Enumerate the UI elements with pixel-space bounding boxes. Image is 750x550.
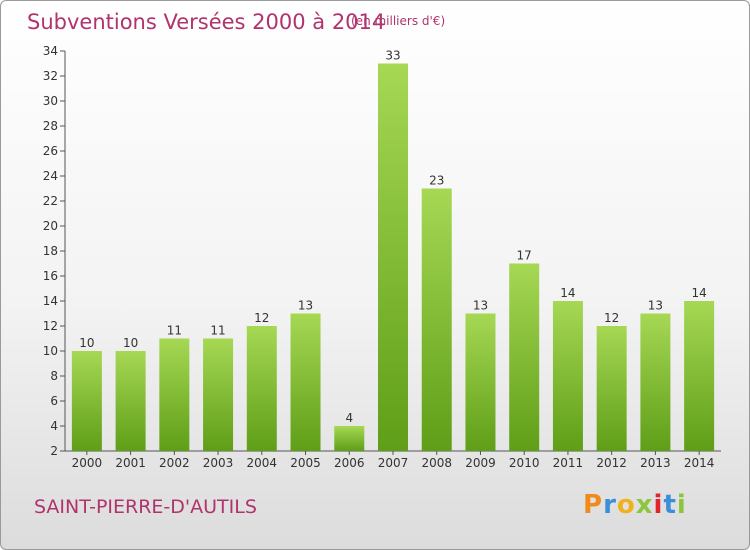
bar-value-label: 17	[517, 249, 532, 263]
y-tick-label: 18	[43, 244, 58, 258]
x-tick-label: 2000	[72, 456, 103, 470]
y-tick-label: 28	[43, 119, 58, 133]
place-name: SAINT-PIERRE-D'AUTILS	[34, 496, 257, 518]
bar-value-label: 13	[648, 299, 663, 313]
y-tick-label: 22	[43, 194, 58, 208]
x-tick-label: 2011	[553, 456, 584, 470]
y-tick-label: 10	[43, 344, 58, 358]
bar	[509, 263, 540, 451]
y-tick-label: 30	[43, 94, 58, 108]
x-tick-label: 2012	[596, 456, 627, 470]
x-tick-label: 2005	[290, 456, 321, 470]
y-tick-label: 4	[50, 419, 58, 433]
bar-value-label: 12	[604, 311, 619, 325]
bar	[246, 326, 277, 451]
y-tick-label: 20	[43, 219, 58, 233]
y-tick-label: 26	[43, 144, 58, 158]
x-tick-label: 2010	[509, 456, 540, 470]
x-axis: 2000 2001 2002 2003 2004 2005 2006 2007 2008 2009…	[65, 450, 721, 470]
bar	[421, 188, 452, 451]
bar	[640, 313, 671, 451]
bar	[465, 313, 496, 451]
y-tick-label: 2	[50, 444, 58, 458]
y-tick-label: 32	[43, 69, 58, 83]
x-tick-label: 2001	[115, 456, 146, 470]
x-tick-label: 2003	[203, 456, 234, 470]
bar	[71, 351, 102, 451]
chart-title: Subventions Versées 2000 à 2014	[27, 10, 386, 34]
bar	[290, 313, 321, 451]
bar	[334, 426, 365, 451]
x-tick-label: 2008	[421, 456, 452, 470]
bar	[159, 338, 190, 451]
y-tick-label: 12	[43, 319, 58, 333]
x-tick-label: 2014	[684, 456, 715, 470]
bar-value-label: 33	[385, 49, 400, 63]
logo-letter: t	[663, 490, 677, 520]
x-tick-label: 2004	[247, 456, 278, 470]
logo-letter: o	[616, 490, 636, 520]
bar-value-label: 14	[560, 286, 575, 300]
bar-value-label: 11	[210, 324, 225, 338]
bar-value-label: 14	[691, 286, 706, 300]
bar	[203, 338, 234, 451]
bar-value-label: 11	[167, 324, 182, 338]
bar-value-label: 13	[298, 299, 313, 313]
bar-value-label: 4	[345, 411, 353, 425]
bar	[552, 301, 583, 451]
x-tick-label: 2006	[334, 456, 365, 470]
y-tick-label: 6	[50, 394, 58, 408]
x-tick-label: 2002	[159, 456, 190, 470]
logo-letter: i	[676, 490, 687, 520]
bar-value-label: 23	[429, 174, 444, 188]
bar	[115, 351, 146, 451]
bar-value-label: 10	[123, 336, 138, 350]
logo-letter: x	[635, 490, 654, 520]
bar	[596, 326, 627, 451]
x-tick-label: 2009	[465, 456, 496, 470]
proxiti-logo: Proxiti	[583, 490, 687, 520]
logo-letter: i	[653, 490, 664, 520]
logo-letter: P	[583, 490, 604, 520]
x-tick-label: 2013	[640, 456, 671, 470]
y-tick-label: 8	[50, 369, 58, 383]
bar-value-label: 10	[79, 336, 94, 350]
bar-value-label: 12	[254, 311, 269, 325]
bars: 10 10 11 11 12 13 4 33 23 13 17 14 12 13 14	[71, 49, 715, 451]
bar	[684, 301, 715, 451]
bar	[378, 63, 408, 451]
y-tick-label: 24	[43, 169, 58, 183]
logo-letter: r	[603, 490, 617, 520]
chart-unit: (en milliers d'€)	[351, 14, 446, 28]
y-tick-label: 16	[43, 269, 58, 283]
y-tick-label: 34	[43, 44, 58, 58]
bar-value-label: 13	[473, 299, 488, 313]
y-tick-label: 14	[43, 294, 58, 308]
x-tick-label: 2007	[378, 456, 409, 470]
